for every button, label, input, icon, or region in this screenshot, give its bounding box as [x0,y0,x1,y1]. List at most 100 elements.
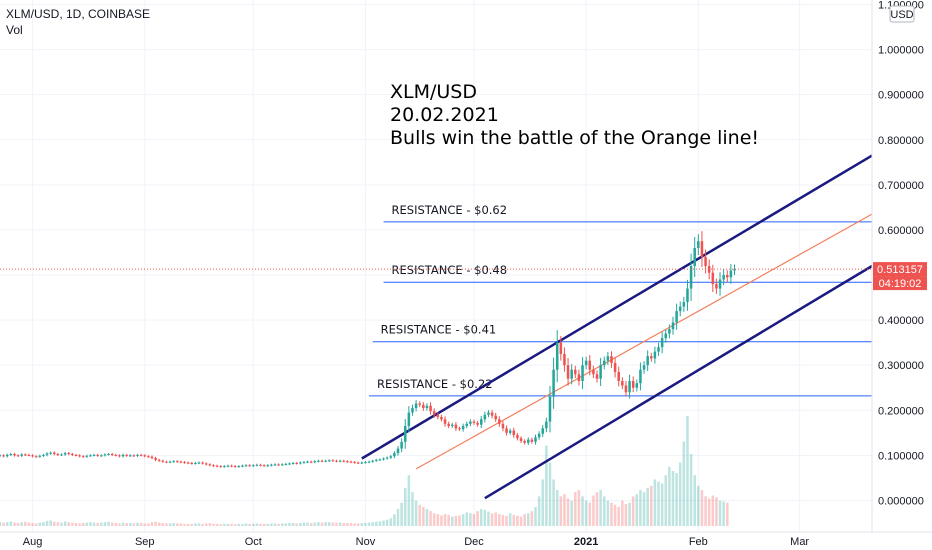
volume-bar [574,492,577,526]
candle-body [360,462,364,464]
volume-bar [92,522,96,526]
time-tick-label: Mar [790,536,809,548]
volume-bar [664,475,668,526]
volume-bar [172,523,175,526]
price-axis[interactable]: 0.000000 0.100000 0.200000 0.300000 0.400000… [871,0,932,532]
candle-body [92,454,96,456]
candle-body [617,371,620,381]
symbol-title: XLM/USD, 1D, COINBASE [6,7,150,21]
candle-body [559,342,563,354]
candle-body [693,247,696,266]
candle-body [53,452,56,455]
candle-body [9,454,13,456]
candle-body [602,360,606,366]
candle-body [241,465,244,467]
candle-body [147,456,150,458]
candle-body [454,424,458,429]
candle-body [168,461,172,463]
volume-bar [237,523,241,526]
candle-body [393,453,396,457]
candle-body [704,256,707,266]
time-axis[interactable]: Aug Sep Oct Nov Dec 2021 Feb Mar [0,531,932,550]
volume-bar [96,523,99,526]
volume-bar [244,523,248,526]
volume-bar [230,523,233,526]
volume-bar [327,522,331,526]
candle-body [273,464,277,466]
volume-bar [118,523,121,526]
candle-body [201,462,204,464]
volume-bar [697,485,700,526]
candle-body [190,463,194,465]
volume-bar [125,523,128,526]
candle-body [313,461,317,463]
volume-bar [407,475,411,526]
volume-bar [461,514,465,526]
volume-bar [197,523,201,526]
candle-body [537,433,541,438]
volume-bar [9,521,13,526]
candle-body [60,454,63,456]
volume-bar [324,522,327,526]
candle-body [31,455,34,457]
candle-body [628,380,631,393]
candle-body [483,414,487,420]
candle-body [89,455,92,457]
candle-body [157,459,161,461]
volume-bar [606,500,610,526]
candle-body [479,419,483,425]
volume-bar [548,462,552,526]
last-price-tag: 0.513157 04:19:02 [873,262,927,291]
volume-bar [176,523,179,526]
candle-body [320,460,324,462]
candle-body [42,454,45,456]
volume-bar [128,523,132,526]
volume-bar [418,504,421,526]
candle-body [606,356,610,361]
volume-bar [233,524,237,526]
time-tick-labels: Aug Sep Oct Nov Dec 2021 Feb Mar [23,536,810,548]
candle-body [530,439,534,442]
candle-body [429,405,432,412]
candle-body [259,464,262,466]
volume-bar [0,521,2,526]
candle-body [136,454,139,456]
volume-bar [570,500,573,526]
volume-bar [16,523,20,526]
volume-bar [519,516,523,526]
volume-bar [635,494,639,526]
candle-body [465,423,469,427]
price-tick-label: 0.200000 [878,405,924,417]
volume-bar [552,479,555,526]
candle-body [139,454,143,456]
candle-body [498,419,501,424]
candle-body [233,466,237,468]
candle-body [635,383,639,388]
volume-bar [248,523,251,526]
currency-button[interactable]: USD [889,5,915,23]
candle-body [548,396,552,422]
volume-bar [671,471,675,526]
candle-body [523,440,526,443]
volume-bar [154,521,157,526]
volume-bar [472,514,476,526]
volume-bar [74,523,78,526]
volume-bar [179,523,183,526]
volume-bar [103,522,107,526]
volume-bar [183,523,186,526]
candle-body [729,270,733,278]
candle-body [689,266,693,289]
volume-bar [360,523,364,526]
volume-bar [595,492,599,526]
volume-bar [375,521,378,526]
volume-bar [20,522,23,526]
volume-bar [346,523,349,526]
volume-bar [299,523,302,526]
candle-body [165,461,168,463]
trend-lines [361,154,873,500]
volume-bar [280,523,284,526]
volume-bar [317,522,320,526]
volume-bar [157,522,161,526]
candle-body [154,458,157,460]
